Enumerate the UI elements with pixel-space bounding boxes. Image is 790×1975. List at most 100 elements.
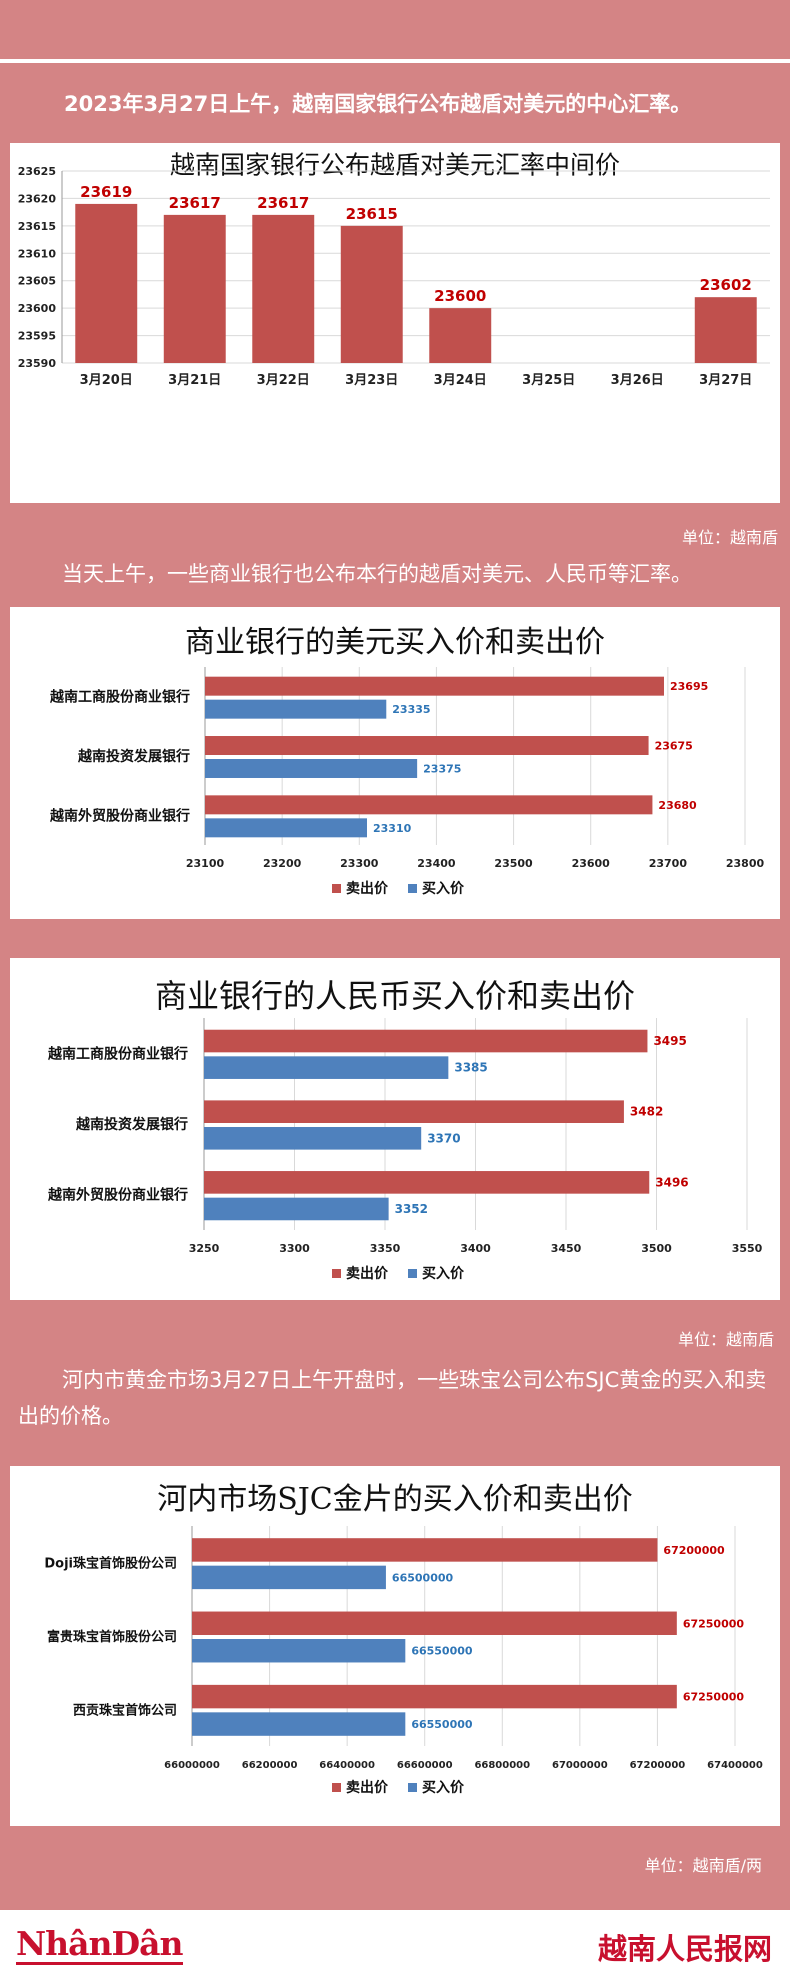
y-tick-label: 23590 bbox=[18, 357, 57, 370]
bar-sell bbox=[204, 1029, 648, 1053]
bar bbox=[75, 203, 138, 363]
unit-label-2: 单位：越南盾 bbox=[677, 1330, 774, 1349]
bar-buy bbox=[192, 1712, 406, 1736]
x-tick-label: 3月25日 bbox=[522, 373, 575, 388]
footer-bar: NhânDân 越南人民报网 bbox=[0, 1910, 790, 1975]
nhandan-logo[interactable]: NhânDân bbox=[16, 1924, 184, 1965]
category-label: 越南工商股份商业银行 bbox=[47, 1045, 188, 1062]
data-label-buy: 66550000 bbox=[411, 1645, 473, 1658]
x-tick-label: 23400 bbox=[417, 857, 456, 870]
data-label-buy: 66550000 bbox=[411, 1718, 473, 1731]
chart-title: 商业银行的美元买入价和卖出价 bbox=[185, 625, 605, 660]
category-label: 越南工商股份商业银行 bbox=[49, 689, 190, 706]
legend-label-sell: 卖出价 bbox=[346, 880, 389, 897]
legend-swatch-sell bbox=[332, 884, 341, 893]
x-tick-label: 3月26日 bbox=[611, 373, 664, 388]
x-tick-label: 3400 bbox=[460, 1242, 491, 1255]
legend-swatch-sell bbox=[332, 1269, 341, 1278]
y-tick-label: 23605 bbox=[18, 275, 56, 288]
x-tick-label: 3月21日 bbox=[168, 373, 221, 388]
legend-label-sell: 卖出价 bbox=[346, 1779, 389, 1796]
site-name-logo[interactable]: 越南人民报网 bbox=[597, 1932, 772, 1966]
data-label-sell: 67250000 bbox=[683, 1691, 745, 1704]
y-tick-label: 23615 bbox=[18, 220, 56, 233]
chart-panel-cny: 商业银行的人民币买入价和卖出价 3250 3300 3350 3400 3450 3500 3… bbox=[10, 958, 780, 1300]
x-tick-label: 67400000 bbox=[707, 1760, 763, 1771]
y-tick-label: 23600 bbox=[18, 302, 57, 315]
bar bbox=[694, 297, 757, 363]
category-label: Doji珠宝首饰股份公司 bbox=[44, 1556, 177, 1572]
x-tick-label: 3350 bbox=[370, 1242, 401, 1255]
bar-sell bbox=[204, 1100, 624, 1123]
bar bbox=[163, 214, 226, 363]
legend-swatch-buy bbox=[408, 1269, 417, 1278]
y-tick-label: 23610 bbox=[18, 247, 57, 260]
chart-title: 越南国家银行公布越盾对美元汇率中间价 bbox=[170, 150, 620, 179]
x-tick-label: 3月27日 bbox=[699, 373, 752, 388]
x-tick-label: 3月23日 bbox=[345, 373, 398, 388]
bar-sell bbox=[205, 676, 664, 696]
data-label-buy: 23335 bbox=[392, 703, 430, 716]
bar-buy bbox=[192, 1565, 386, 1590]
x-tick-label: 66800000 bbox=[474, 1760, 530, 1771]
unit-label-3: 单位：越南盾/两 bbox=[644, 1856, 762, 1875]
data-label: 23602 bbox=[700, 276, 752, 294]
bar-buy bbox=[204, 1056, 449, 1079]
category-label: 越南外贸股份商业银行 bbox=[49, 807, 190, 824]
usd-rate-chart: 商业银行的美元买入价和卖出价 23100 23200 23300 23400 23500 2… bbox=[49, 625, 764, 897]
x-tick-label: 3450 bbox=[551, 1242, 582, 1255]
x-tick-label: 3500 bbox=[641, 1242, 672, 1255]
bar-sell bbox=[192, 1538, 658, 1562]
y-tick-label: 23625 bbox=[18, 165, 56, 178]
x-tick-label: 3550 bbox=[732, 1242, 763, 1255]
gold-paragraph: 河内市黄金市场3月27日上午开盘时，一些珠宝公司公布SJC黄金的买入和卖出的价格… bbox=[18, 1368, 767, 1428]
gold-price-chart: 河内市场SJC金片的买入价和卖出价 66000000 66200000 6640000… bbox=[44, 1482, 763, 1796]
x-tick-label: 66400000 bbox=[319, 1760, 375, 1771]
data-label-buy: 23310 bbox=[373, 822, 412, 835]
data-label-sell: 23675 bbox=[655, 740, 693, 753]
bar-sell bbox=[204, 1171, 650, 1194]
bar-sell bbox=[192, 1684, 677, 1709]
data-label-buy: 66500000 bbox=[392, 1571, 454, 1584]
x-tick-label: 67000000 bbox=[552, 1760, 608, 1771]
data-label: 23615 bbox=[346, 205, 398, 223]
data-label-buy: 3385 bbox=[454, 1061, 487, 1075]
x-tick-label: 66000000 bbox=[164, 1760, 220, 1771]
x-tick-label: 23100 bbox=[186, 857, 225, 870]
data-label: 23619 bbox=[80, 183, 132, 201]
x-tick-label: 66600000 bbox=[397, 1760, 453, 1771]
x-tick-label: 23200 bbox=[263, 857, 302, 870]
y-tick-label: 23620 bbox=[18, 192, 57, 205]
bar bbox=[429, 308, 492, 363]
chart-panel-gold: 河内市场SJC金片的买入价和卖出价 66000000 66200000 6640000… bbox=[10, 1466, 780, 1826]
legend-label-buy: 买入价 bbox=[422, 881, 465, 897]
category-label: 越南投资发展银行 bbox=[77, 748, 190, 765]
data-label-sell: 23680 bbox=[658, 799, 697, 812]
bar-sell bbox=[205, 795, 653, 815]
bar-sell bbox=[205, 736, 649, 755]
x-tick-label: 67200000 bbox=[630, 1760, 686, 1771]
x-tick-label: 3月20日 bbox=[80, 373, 133, 388]
bar-buy bbox=[204, 1127, 422, 1150]
data-label-sell: 3495 bbox=[653, 1034, 686, 1048]
category-label: 富贵珠宝首饰股份公司 bbox=[47, 1629, 177, 1645]
x-tick-label: 23700 bbox=[649, 857, 688, 870]
chart-title: 河内市场SJC金片的买入价和卖出价 bbox=[157, 1482, 633, 1517]
data-label-sell: 3496 bbox=[655, 1175, 688, 1189]
legend-label-sell: 卖出价 bbox=[346, 1265, 389, 1282]
x-tick-label: 3月24日 bbox=[434, 373, 487, 388]
chart-title: 商业银行的人民币买入价和卖出价 bbox=[155, 977, 635, 1015]
legend-swatch-buy bbox=[408, 1783, 417, 1792]
chart-panel-usd: 商业银行的美元买入价和卖出价 23100 23200 23300 23400 23500 2… bbox=[10, 607, 780, 919]
data-label-sell: 23695 bbox=[670, 680, 708, 693]
central-rate-chart: 越南国家银行公布越盾对美元汇率中间价 23590 23595 23600 23605 23… bbox=[18, 150, 770, 388]
data-label: 23617 bbox=[169, 194, 221, 212]
bar bbox=[252, 214, 315, 363]
bar-buy bbox=[205, 759, 418, 778]
bar-buy bbox=[205, 699, 387, 719]
y-tick-label: 23595 bbox=[18, 330, 56, 343]
chart-panel-central-rate: 越南国家银行公布越盾对美元汇率中间价 23590 23595 23600 23605 23… bbox=[10, 143, 780, 503]
bar-buy bbox=[204, 1197, 389, 1221]
x-tick-label: 23300 bbox=[340, 857, 379, 870]
bar-sell bbox=[192, 1611, 677, 1635]
